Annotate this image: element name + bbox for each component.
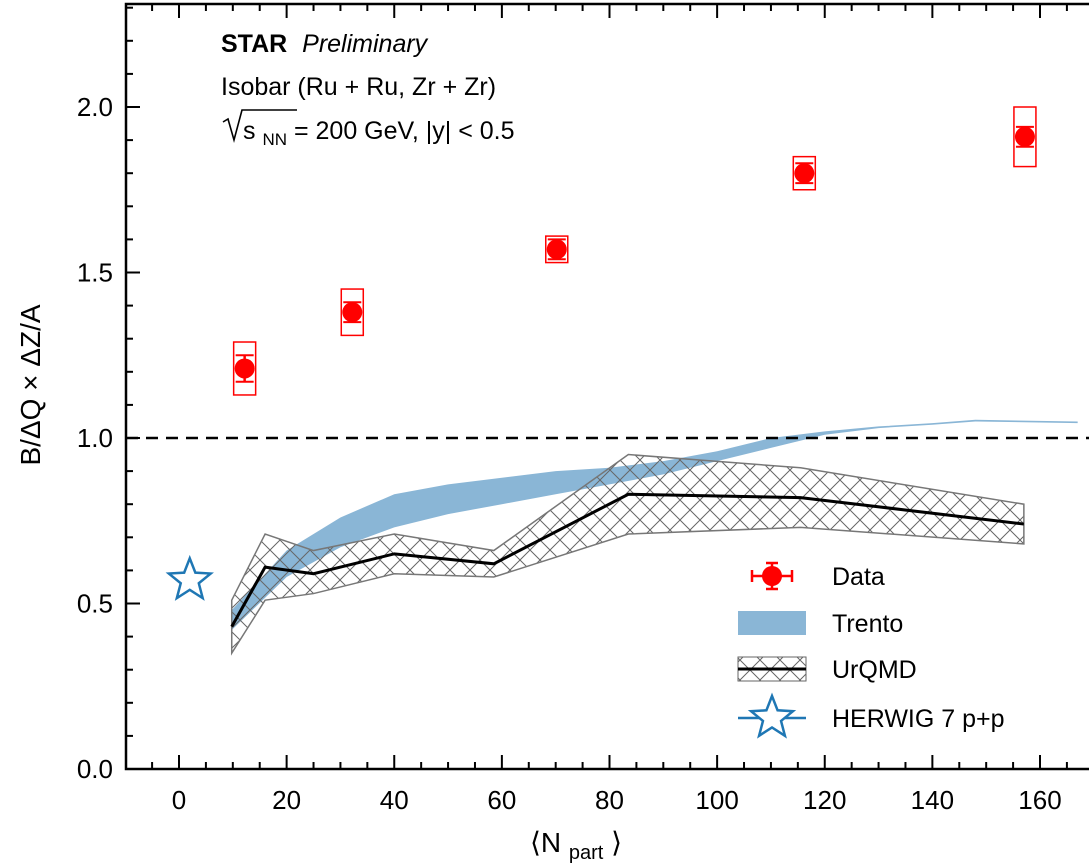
y-tick-label: 2.0 [77, 92, 113, 122]
x-axis-title: ⟨N part ⟩ [530, 827, 622, 864]
x-tick-label: 140 [911, 785, 954, 815]
trento-band [231, 419, 1078, 630]
x-axis-title-suffix: ⟩ [611, 827, 622, 858]
annotation-system: Isobar (Ru + Ru, Zr + Zr) [221, 73, 496, 101]
data-point [234, 358, 255, 379]
data-point [546, 239, 567, 260]
legend-label-urqmd: UrQMD [832, 656, 917, 684]
x-tick-label: 80 [595, 785, 624, 815]
svg-text:s NN = 200 Ge: s NN = 200 GeV, |y| < 0.5 [243, 117, 515, 151]
legend-herwig-star-icon [747, 692, 797, 739]
annotation-experiment-name: STAR [221, 30, 287, 58]
ticks-layer: 0 20 40 60 80 100 120 140 160 0.0 0.5 1.0 1.5 2.0 [77, 4, 1068, 815]
data-sys-box [792, 155, 817, 191]
x-tick-label: 60 [487, 785, 516, 815]
y-tick-label: 0.5 [77, 589, 113, 619]
series-layer [126, 106, 1089, 656]
x-tick-label: 120 [803, 785, 846, 815]
data-point [794, 163, 815, 184]
x-tick-label: 0 [172, 785, 186, 815]
legend-item-trento: Trento [738, 610, 903, 638]
legend-trento-swatch [738, 611, 806, 635]
energy-sub: NN [262, 130, 287, 149]
energy-suffix: = 200 GeV, |y| < 0.5 [294, 117, 515, 145]
y-tick-label: 1.0 [77, 423, 113, 453]
outside-layer [165, 554, 214, 601]
urqmd-band [230, 453, 1025, 656]
x-tick-label: 40 [380, 785, 409, 815]
legend-item-urqmd: UrQMD [737, 656, 917, 684]
data-point [342, 302, 363, 323]
y-tick-label: 1.5 [77, 258, 113, 288]
x-axis-title-main: ⟨N [530, 827, 561, 858]
plot-frame [124, 2, 1089, 771]
legend-item-herwig: HERWIG 7 p+p [738, 692, 1005, 739]
y-axis-title: B/ΔQ × ΔZ/A [15, 304, 46, 465]
annotation-status: Preliminary [302, 30, 429, 58]
y-tick-label: 0.0 [77, 754, 113, 784]
data-sys-box [545, 235, 569, 264]
data-point [1014, 126, 1035, 147]
herwig-star-marker [165, 554, 214, 601]
data-sys-box [1013, 106, 1037, 168]
annotation-energy: s NN = 200 GeV, |y| < 0.5 [222, 109, 515, 151]
energy-prefix: s [243, 117, 256, 145]
x-axis-title-sub: part [569, 842, 604, 864]
x-tick-label: 100 [695, 785, 738, 815]
legend-data-marker [762, 566, 782, 586]
x-tick-label: 20 [272, 785, 301, 815]
legend-label-data: Data [832, 563, 885, 591]
urqmd-line [230, 492, 1025, 628]
legend-label-herwig: HERWIG 7 p+p [832, 705, 1005, 733]
annotation-experiment: STAR Preliminary [221, 30, 429, 58]
legend-item-data: Data [750, 561, 885, 591]
x-tick-label: 160 [1018, 785, 1061, 815]
legend-label-trento: Trento [832, 610, 903, 638]
data-sys-box [340, 288, 365, 337]
sqrt-symbol [222, 109, 297, 144]
legend: Data Trento UrQMD HERWIG 7 p+p [737, 561, 1005, 739]
data-sys-box [232, 341, 257, 396]
